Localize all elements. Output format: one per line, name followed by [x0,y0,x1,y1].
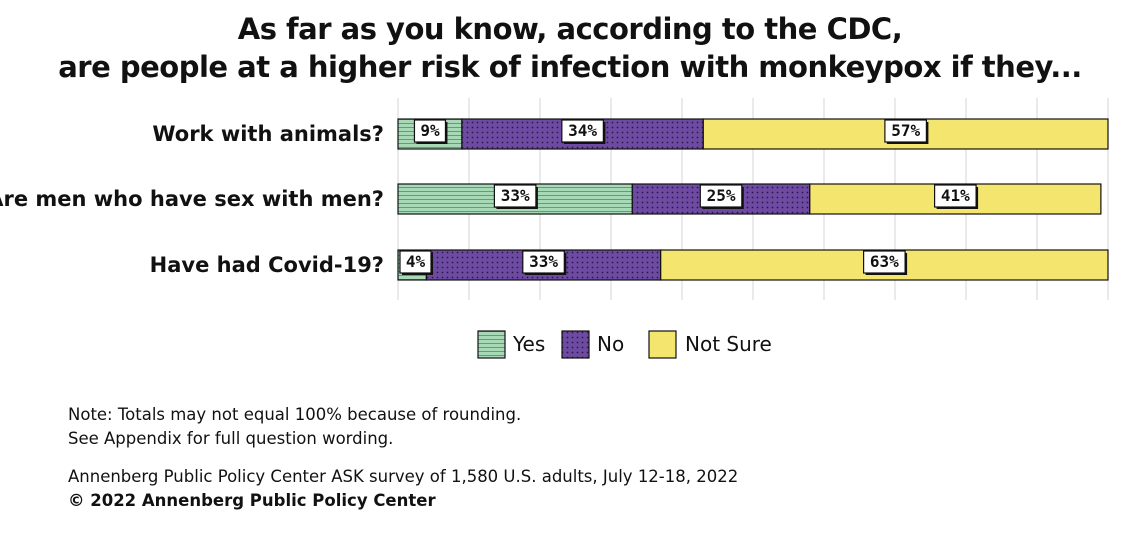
value-label: 9% [420,121,440,140]
category-label: Are men who have sex with men? [0,187,384,211]
value-label-box [862,250,906,274]
title-line-1: As far as you know, according to the CDC… [237,12,903,46]
legend-swatch-yes [477,330,506,359]
chart-title: As far as you know, according to the CDC… [0,10,1140,86]
legend: Yes No Not Sure [477,330,772,359]
source-text: Annenberg Public Policy Center ASK surve… [68,467,739,486]
legend-label-not-sure: Not Sure [685,332,772,356]
value-label-box [699,184,743,208]
value-label-box [522,250,565,274]
copyright-text: © 2022 Annenberg Public Policy Center [68,491,436,510]
title-line-2: are people at a higher risk of infection… [58,50,1082,84]
value-label: 25% [707,186,736,205]
category-labels: Work with animals? Are men who have sex w… [0,122,384,277]
value-label: 57% [891,121,920,140]
value-label: 34% [568,121,597,140]
value-label-box [884,119,928,143]
legend-label-no: No [597,332,624,356]
value-label-box [399,250,432,274]
notes: Note: Totals may not equal 100% because … [68,403,521,451]
value-label: 41% [941,186,970,205]
note-line-2: See Appendix for full question wording. [68,429,394,448]
value-label: 33% [501,186,530,205]
value-label-box [493,184,537,208]
value-label: 63% [870,252,899,271]
note-line-1: Note: Totals may not equal 100% because … [68,405,522,424]
value-labels: 9% 34% 57% 33% 25% 41% 4% 33% 63% [399,119,979,275]
category-label: Have had Covid-19? [150,253,384,277]
legend-label-yes: Yes [512,332,545,356]
value-label: 4% [406,252,426,271]
source-block: Annenberg Public Policy Center ASK surve… [68,465,738,513]
legend-swatch-no [561,330,590,359]
stacked-bar-chart: Work with animals? Are men who have sex w… [0,98,1109,359]
value-label-box [933,184,977,208]
value-label: 33% [529,252,558,271]
category-label: Work with animals? [152,122,384,146]
value-label-box [413,119,447,143]
value-label-box [561,119,604,143]
legend-swatch-not-sure [648,330,677,359]
